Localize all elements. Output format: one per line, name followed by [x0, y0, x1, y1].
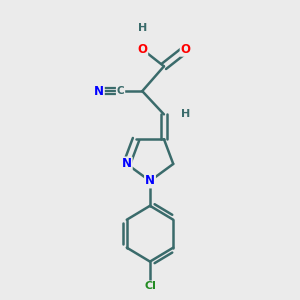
- Text: C: C: [117, 86, 124, 96]
- Text: H: H: [181, 110, 190, 119]
- Text: O: O: [181, 43, 190, 56]
- Text: Cl: Cl: [144, 281, 156, 291]
- Text: N: N: [145, 175, 155, 188]
- Text: N: N: [94, 85, 104, 98]
- Text: N: N: [122, 158, 132, 170]
- Text: O: O: [137, 43, 147, 56]
- Text: H: H: [138, 22, 147, 33]
